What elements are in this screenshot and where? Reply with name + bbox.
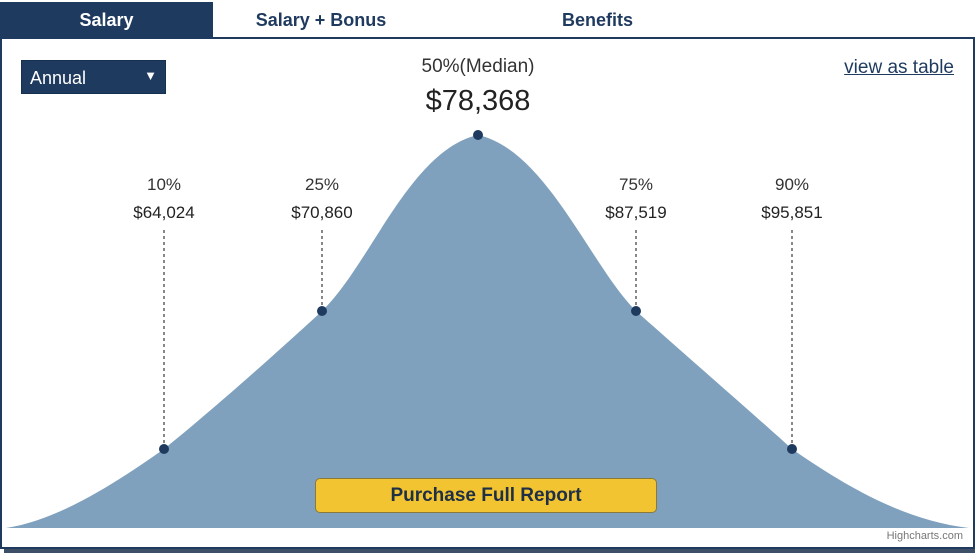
percentile-value-label: $87,519 <box>605 203 666 222</box>
percentile-marker[interactable] <box>787 444 797 454</box>
percentile-value-label: $64,024 <box>133 203 194 222</box>
period-select[interactable]: Annual ▼ <box>21 60 166 94</box>
percentile-value-label: $95,851 <box>761 203 822 222</box>
percentile-marker[interactable] <box>317 306 327 316</box>
percentile-label: 50%(Median) <box>422 56 535 77</box>
highcharts-credit[interactable]: Highcharts.com <box>886 530 963 542</box>
chevron-down-icon: ▼ <box>144 68 157 83</box>
percentile-value-label: $70,860 <box>291 203 352 222</box>
percentile-marker[interactable] <box>631 306 641 316</box>
tab-salary[interactable]: Salary <box>0 2 213 38</box>
percentile-label: 75% <box>619 175 653 194</box>
tab-benefits[interactable]: Benefits <box>561 10 633 30</box>
distribution-curve <box>6 135 969 528</box>
tab-bar: Salary Salary + Bonus Benefits <box>0 0 975 38</box>
percentile-marker[interactable] <box>473 130 483 140</box>
percentile-label: 25% <box>305 175 339 194</box>
percentile-label: 10% <box>147 175 181 194</box>
panel-shadow <box>4 549 975 553</box>
percentile-label: 90% <box>775 175 809 194</box>
median-value-label: $78,368 <box>426 85 531 117</box>
purchase-full-report-button[interactable]: Purchase Full Report <box>315 478 657 513</box>
tab-salary-bonus[interactable]: Salary + Bonus <box>255 10 387 30</box>
percentile-marker[interactable] <box>159 444 169 454</box>
period-select-value: Annual <box>30 68 87 88</box>
view-as-table-link[interactable]: view as table <box>844 57 954 78</box>
